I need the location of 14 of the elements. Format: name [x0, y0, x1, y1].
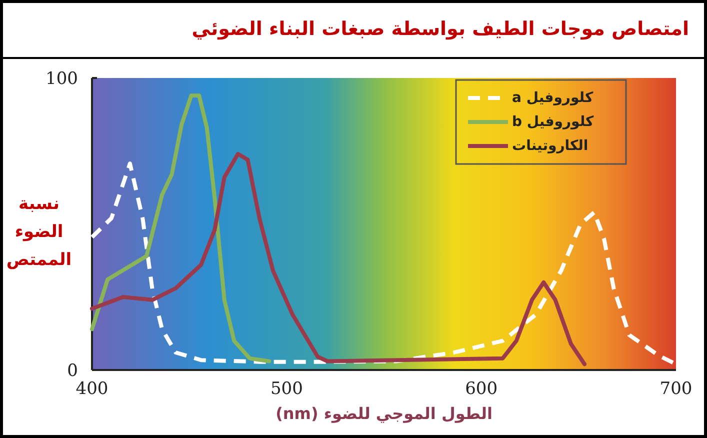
x-axis-title: الطول الموجي للضوء (nm) [274, 403, 494, 425]
x-tick-label: 600 [465, 379, 498, 399]
chart-title: امتصاص موجات الطيف بواسطة صبغات البناء الضوئي [192, 17, 689, 42]
x-tick-label: 700 [660, 379, 692, 399]
legend-label: الكاروتينات [512, 137, 590, 156]
line-series [90, 152, 587, 366]
legend-label: كلوروفيل b [512, 113, 595, 132]
y-tick-label: 100 [46, 69, 78, 89]
x-tick-label: 400 [76, 379, 108, 399]
line-series [90, 94, 272, 364]
y-axis-title: نسبة الضوء الممتص [5, 193, 73, 272]
legend-label: كلوروفيل a [512, 89, 594, 108]
x-tick-label: 500 [270, 379, 303, 399]
y-tick-label: 0 [67, 361, 78, 381]
